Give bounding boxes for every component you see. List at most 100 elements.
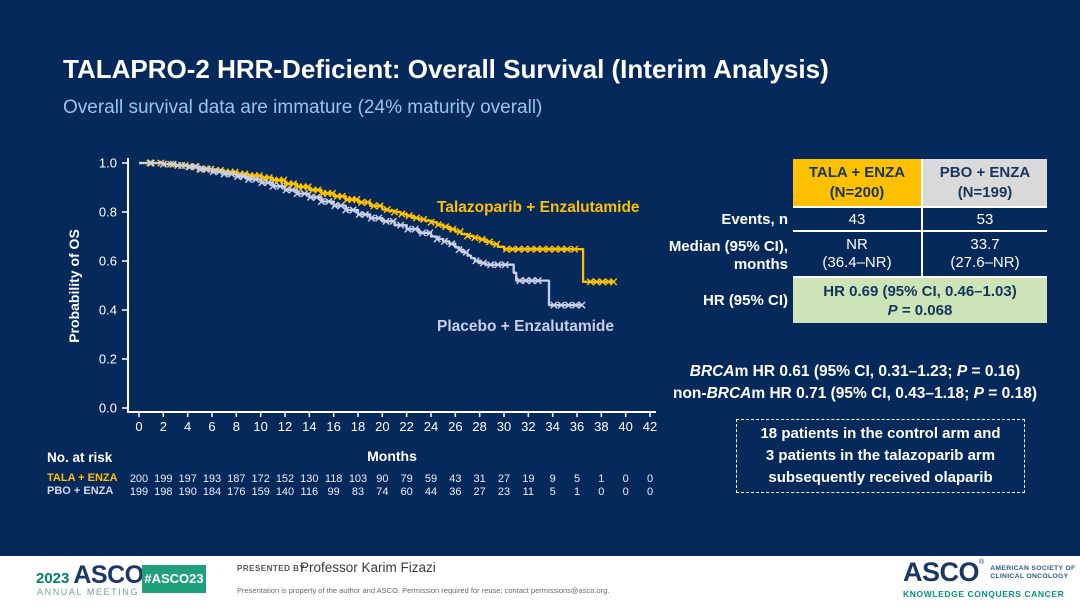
risk-value: 90 xyxy=(376,473,388,485)
risk-row-label-tala: TALA + ENZA xyxy=(47,472,118,484)
risk-value: 0 xyxy=(623,473,629,485)
risk-value: 198 xyxy=(154,486,172,498)
risk-value: 199 xyxy=(130,486,148,498)
table-row-divider xyxy=(793,276,1047,278)
y-tick-label: 0.0 xyxy=(99,401,117,416)
olaparib-callout-box: 18 patients in the control arm and 3 pat… xyxy=(736,419,1025,493)
risk-value: 1 xyxy=(574,486,580,498)
x-tick-label: 18 xyxy=(351,419,365,434)
footer-bar: 2023 ASCO ® ANNUAL MEETING #ASCO23 PRESE… xyxy=(0,556,1080,608)
risk-value: 99 xyxy=(328,486,340,498)
km-curve-pbo xyxy=(139,161,584,307)
table-header-tala: TALA + ENZA (N=200) xyxy=(793,159,921,206)
asco-society-logo: ASCO ® AMERICAN SOCIETY OF CLINICAL ONCO… xyxy=(903,557,1076,587)
y-tick-label: 1.0 xyxy=(99,156,117,171)
x-tick-label: 10 xyxy=(253,419,267,434)
page-title: TALAPRO-2 HRR-Deficient: Overall Surviva… xyxy=(63,54,829,84)
row-label-median: Median (95% CI), months xyxy=(668,238,788,273)
risk-value: 193 xyxy=(203,473,221,485)
risk-value: 0 xyxy=(623,486,629,498)
risk-value: 59 xyxy=(425,473,437,485)
risk-value: 0 xyxy=(598,486,604,498)
y-tick-label: 0.6 xyxy=(99,254,117,269)
x-tick-label: 8 xyxy=(233,419,240,434)
x-tick-label: 24 xyxy=(424,419,438,434)
y-tick-label: 0.2 xyxy=(99,352,117,367)
risk-value: 11 xyxy=(523,486,534,498)
x-tick-label: 30 xyxy=(497,419,511,434)
risk-value: 27 xyxy=(474,486,486,498)
x-tick-label: 32 xyxy=(521,419,535,434)
x-tick-label: 12 xyxy=(278,419,292,434)
table-column-divider xyxy=(921,159,923,278)
x-tick-label: 14 xyxy=(302,419,316,434)
table-row-divider xyxy=(793,206,1047,208)
x-tick-label: 42 xyxy=(643,419,657,434)
risk-value: 176 xyxy=(227,486,245,498)
risk-value: 184 xyxy=(203,486,221,498)
page-subtitle: Overall survival data are immature (24% … xyxy=(63,97,543,118)
censor-marks-pbo xyxy=(147,159,586,309)
hashtag-badge: #ASCO23 xyxy=(142,565,206,593)
risk-value: 197 xyxy=(178,473,196,485)
x-tick-label: 16 xyxy=(326,419,340,434)
events-value-pbo: 53 xyxy=(976,211,994,228)
row-label-hr: HR (95% CI) xyxy=(702,292,788,309)
risk-value: 83 xyxy=(352,486,364,498)
risk-value: 200 xyxy=(130,473,148,485)
y-tick-label: 0.4 xyxy=(99,303,117,318)
risk-value: 36 xyxy=(449,486,461,498)
risk-value: 5 xyxy=(550,486,556,498)
x-tick-label: 40 xyxy=(618,419,632,434)
x-tick-label: 34 xyxy=(545,419,559,434)
km-curve-tala xyxy=(139,161,614,283)
risk-value: 19 xyxy=(522,473,534,485)
row-label-events: Events, n xyxy=(721,211,788,228)
median-value-pbo: 33.7 (27.6–NR) xyxy=(950,236,1020,271)
risk-value: 9 xyxy=(550,473,556,485)
risk-value: 140 xyxy=(276,486,294,498)
subgroup-nonbrcam-line: non-BRCAm HR 0.71 (95% CI, 0.43–1.18; P … xyxy=(673,385,1037,402)
risk-value: 118 xyxy=(325,473,343,485)
curve-label-tala: Talazoparib + Enzalutamide xyxy=(437,199,640,216)
x-tick-label: 28 xyxy=(472,419,486,434)
risk-value: 172 xyxy=(251,473,269,485)
risk-value: 44 xyxy=(425,486,437,498)
risk-value: 43 xyxy=(449,473,461,485)
risk-row-label-pbo: PBO + ENZA xyxy=(47,485,114,497)
risk-value: 0 xyxy=(647,473,653,485)
presented-by-label: PRESENTED BY: xyxy=(237,564,308,573)
risk-value: 23 xyxy=(498,486,510,498)
median-value-tala: NR (36.4–NR) xyxy=(822,236,892,271)
risk-value: 79 xyxy=(401,473,413,485)
risk-value: 152 xyxy=(276,473,294,485)
x-tick-label: 6 xyxy=(208,419,215,434)
risk-value: 103 xyxy=(349,473,367,485)
risk-value: 31 xyxy=(474,473,486,485)
risk-value: 130 xyxy=(300,473,318,485)
y-axis-label: Probability of OS xyxy=(66,229,82,343)
x-tick-label: 36 xyxy=(570,419,584,434)
annual-meeting-label: ANNUAL MEETING xyxy=(37,587,140,597)
copyright-disclaimer: Presentation is property of the author a… xyxy=(237,586,610,595)
risk-value: 74 xyxy=(376,486,388,498)
society-name: AMERICAN SOCIETY OF CLINICAL ONCOLOGY xyxy=(990,565,1076,580)
x-tick-label: 38 xyxy=(594,419,608,434)
x-tick-label: 20 xyxy=(375,419,389,434)
risk-value: 187 xyxy=(227,473,245,485)
risk-value: 199 xyxy=(154,473,172,485)
curve-label-pbo: Placebo + Enzalutamide xyxy=(437,318,614,335)
subgroup-brcam-line: BRCAm HR 0.61 (95% CI, 0.31–1.23; P = 0.… xyxy=(689,363,1021,380)
asco-tagline: KNOWLEDGE CONQUERS CANCER xyxy=(903,589,1065,599)
x-tick-label: 2 xyxy=(160,419,167,434)
x-axis-label: Months xyxy=(367,448,417,464)
risk-value: 190 xyxy=(178,486,196,498)
x-tick-label: 26 xyxy=(448,419,462,434)
table-row-divider xyxy=(793,230,1047,232)
risk-value: 27 xyxy=(498,473,510,485)
censor-marks-tala xyxy=(146,159,618,286)
y-tick-label: 0.8 xyxy=(99,205,117,220)
x-tick-label: 4 xyxy=(184,419,191,434)
risk-value: 159 xyxy=(251,486,269,498)
